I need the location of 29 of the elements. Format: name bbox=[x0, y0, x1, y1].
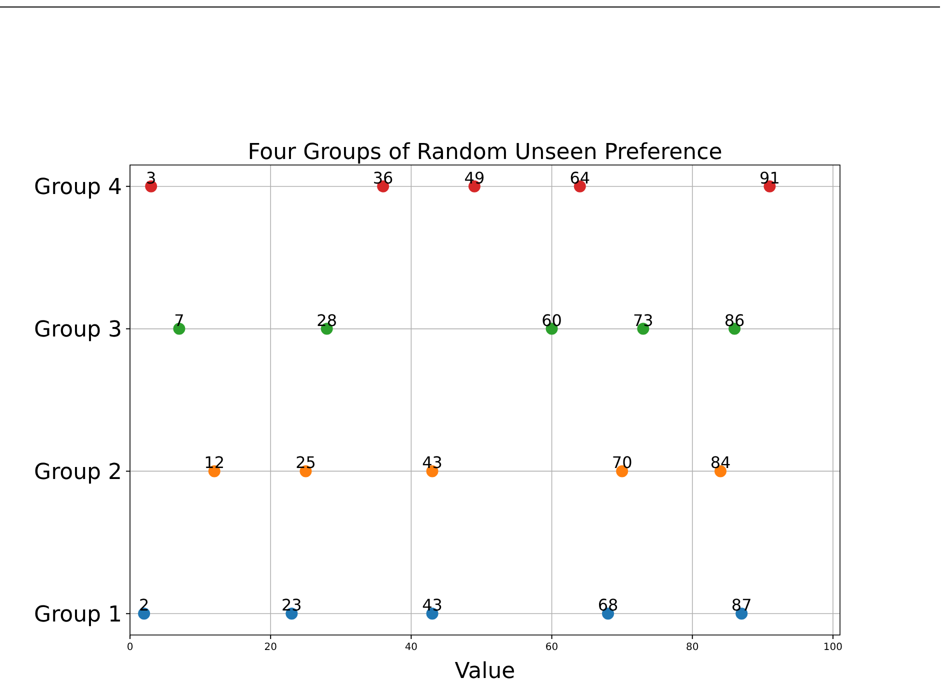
data-label: 84 bbox=[710, 453, 731, 472]
x-tick-label: 100 bbox=[823, 642, 843, 653]
data-label: 73 bbox=[632, 310, 654, 330]
data-label: 87 bbox=[731, 596, 752, 615]
data-label: 86 bbox=[724, 310, 745, 330]
data-label: 70 bbox=[612, 453, 632, 472]
data-label: 60 bbox=[542, 310, 562, 330]
y-tick-label: Group 4 bbox=[34, 175, 122, 200]
chart-title: Four Groups of Random Unseen Preference bbox=[248, 140, 722, 165]
y-tick-label: Group 2 bbox=[34, 460, 122, 485]
x-tick-label: 20 bbox=[264, 642, 277, 653]
x-axis-title: Value bbox=[454, 659, 516, 684]
y-tick-label: Group 1 bbox=[34, 602, 122, 628]
data-label: 43 bbox=[422, 453, 442, 472]
x-tick-label: 60 bbox=[545, 642, 558, 653]
data-label: 28 bbox=[316, 310, 338, 330]
data-label: 91 bbox=[760, 168, 780, 188]
data-label: 49 bbox=[464, 168, 485, 188]
data-label: 25 bbox=[296, 453, 316, 472]
data-label: 64 bbox=[570, 168, 590, 188]
x-tick-label: 40 bbox=[404, 642, 418, 653]
data-label: 12 bbox=[204, 453, 225, 472]
data-label: 23 bbox=[282, 596, 302, 615]
data-label: 43 bbox=[422, 596, 442, 615]
x-tick-label: 0 bbox=[126, 642, 134, 653]
data-label: 68 bbox=[598, 596, 618, 615]
y-tick-label: Group 3 bbox=[34, 317, 122, 342]
x-tick-label: 80 bbox=[686, 642, 699, 653]
data-label: 36 bbox=[372, 168, 394, 188]
